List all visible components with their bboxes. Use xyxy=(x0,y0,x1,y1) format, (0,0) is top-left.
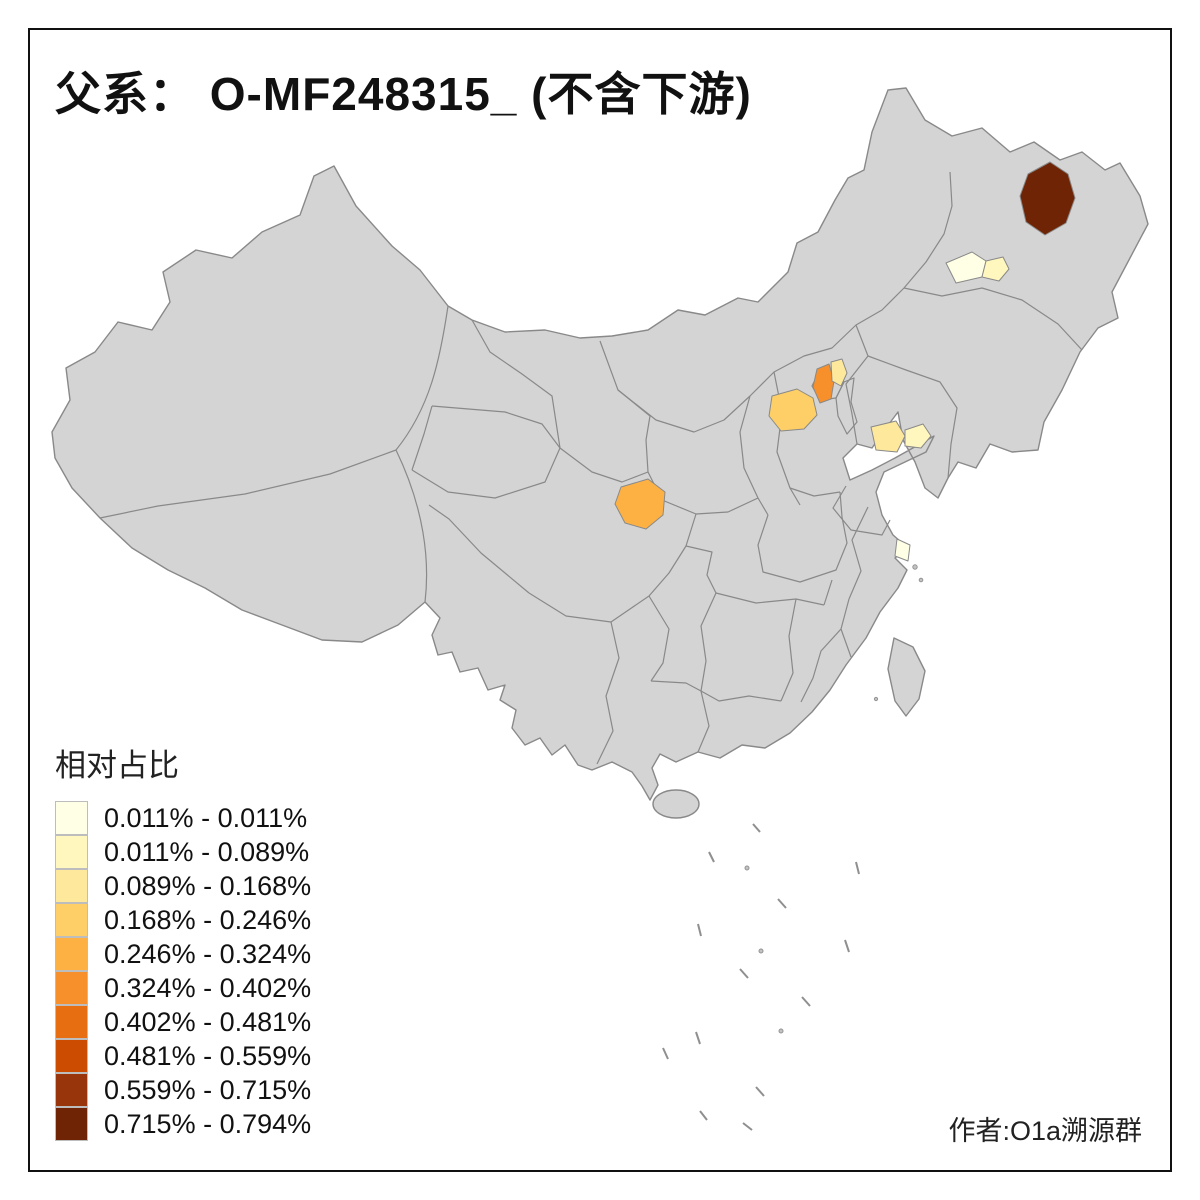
legend-row: 0.481% - 0.559% xyxy=(55,1039,311,1073)
page-title: 父系： O-MF248315_ (不含下游) xyxy=(55,68,752,120)
south-china-sea-islands xyxy=(662,823,860,1131)
legend-swatch xyxy=(55,937,88,971)
coastal-islets xyxy=(873,564,924,702)
legend-label: 0.011% - 0.011% xyxy=(104,802,308,833)
legend-swatch xyxy=(55,801,88,835)
region-beijing-northeast xyxy=(830,358,848,387)
legend-swatch xyxy=(55,1073,88,1107)
legend-label: 0.402% - 0.481% xyxy=(104,1006,312,1037)
region-shandong-peninsula xyxy=(904,423,932,449)
hainan-island xyxy=(652,789,700,819)
legend-swatch xyxy=(55,1005,88,1039)
legend-swatch xyxy=(55,1107,88,1141)
author-credit: 作者:O1a溯源群 xyxy=(948,1116,1142,1146)
region-beijing xyxy=(812,363,835,404)
legend-swatch xyxy=(55,1039,88,1073)
legend-swatch xyxy=(55,835,88,869)
legend-label: 0.089% - 0.168% xyxy=(104,870,312,901)
legend-row: 0.011% - 0.011% xyxy=(55,801,311,835)
legend-label: 0.481% - 0.559% xyxy=(104,1040,312,1071)
legend-row: 0.089% - 0.168% xyxy=(55,869,311,903)
legend-row: 0.246% - 0.324% xyxy=(55,937,311,971)
legend-label: 0.246% - 0.324% xyxy=(104,938,312,969)
legend: 相对占比 0.011% - 0.011% 0.011% - 0.089% 0.0… xyxy=(55,740,311,1141)
legend-row: 0.559% - 0.715% xyxy=(55,1073,311,1107)
legend-row: 0.168% - 0.246% xyxy=(55,903,311,937)
region-shanghai xyxy=(894,538,911,562)
legend-label: 0.011% - 0.089% xyxy=(104,836,310,867)
legend-swatch xyxy=(55,869,88,903)
legend-row: 0.402% - 0.481% xyxy=(55,1005,311,1039)
legend-label: 0.324% - 0.402% xyxy=(104,972,312,1003)
region-hebei-central xyxy=(768,388,818,432)
region-shandong-west xyxy=(870,420,906,453)
legend-label: 0.715% - 0.794% xyxy=(104,1108,312,1139)
region-heilongjiang-east xyxy=(1019,161,1076,236)
china-mainland xyxy=(51,87,1149,801)
legend-row: 0.715% - 0.794% xyxy=(55,1107,311,1141)
legend-swatch xyxy=(55,971,88,1005)
legend-row: 0.324% - 0.402% xyxy=(55,971,311,1005)
province-borders xyxy=(99,171,1083,765)
region-gansu-south xyxy=(614,478,666,530)
highlighted-regions xyxy=(614,161,1076,562)
legend-label: 0.168% - 0.246% xyxy=(104,904,312,935)
taiwan-island xyxy=(887,637,926,717)
legend-label: 0.559% - 0.715% xyxy=(104,1074,312,1105)
legend-row: 0.011% - 0.089% xyxy=(55,835,311,869)
region-heilongjiang-west-b xyxy=(981,256,1010,282)
legend-title: 相对占比 xyxy=(55,748,179,783)
legend-swatch xyxy=(55,903,88,937)
